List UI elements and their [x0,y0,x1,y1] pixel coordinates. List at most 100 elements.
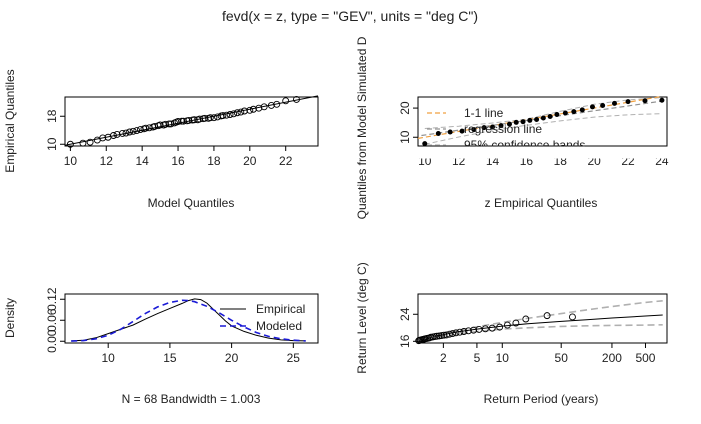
density-x-tick-label: 10 [102,351,116,365]
qq-y-label: Empirical Quantiles [3,69,17,172]
density-y-tick-label: 0.12 [45,287,59,311]
return-level-upper-ci-curve [417,300,663,342]
qq-point [219,112,227,120]
qq-point [233,109,241,117]
rl-y-tick-label: 24 [398,307,412,321]
return-level-y-label: Return Level (deg C) [355,262,369,373]
simqq-y-axis: 10 20 [398,101,418,144]
density-plot-frame [64,293,319,344]
return-level-marks [415,300,663,345]
qq-point [196,115,204,123]
qq-x-tick-label: 14 [135,154,149,168]
density-empirical-curve [71,298,306,342]
simqq-clip-mask [418,146,668,159]
simqq-point [642,98,648,104]
density-x-tick-label: 25 [287,351,301,365]
return-level-point [488,324,496,332]
qq-point [240,107,248,115]
rl-x-tick-label: 200 [602,351,622,365]
qq-y-tick-label: 10 [45,137,59,151]
legend-modeled-label: Modeled [256,319,302,333]
return-level-point [481,325,489,333]
qq-point [185,116,193,124]
qq-point [226,111,234,118]
rl-x-tick-label: 5 [474,351,481,365]
return-level-lower-ci-curve [417,324,663,345]
panel-density-plot: 10 15 20 25 0.000.060.12 Empirical Modeled … [3,287,319,406]
density-modeled-curve [71,299,306,342]
density-x-tick-label: 15 [163,351,177,365]
qq-y-tick-label: 18 [45,109,59,123]
rl-x-tick-label: 500 [635,351,655,365]
simqq-legend: 1-1 line regression line 95% confidence … [427,106,585,152]
qq-point [210,114,218,122]
qq-point [174,118,182,125]
qq-point [260,103,268,111]
qq-x-tick-label: 18 [207,154,221,168]
qq-x-axis: 10 12 14 16 18 20 22 [64,146,293,168]
simqq-plot-frame [417,96,668,147]
simqq-point [540,115,546,121]
qq-point [267,101,275,109]
density-legend: Empirical Modeled [220,302,305,333]
qq-point [162,120,169,128]
qq-point [282,97,290,105]
qq-marks [64,95,319,148]
simqq-point [520,119,526,125]
qq-point [179,117,187,125]
simqq-point [625,99,631,105]
simqq-point [611,100,617,106]
qq-x-tick-label: 10 [64,154,78,168]
simqq-x-label: z Empirical Quantiles [485,196,598,210]
simqq-one-to-one-line [417,96,661,139]
return-level-point [503,321,511,329]
density-y-tick-label: 0.00 [45,329,59,353]
qq-x-tick-label: 16 [171,154,185,168]
simqq-point [490,124,496,130]
simqq-point [527,117,533,123]
qq-point [156,121,164,129]
simqq-point [513,119,519,125]
return-level-point [452,329,460,337]
qq-x-tick-label: 20 [243,154,257,168]
simqq-point [447,129,453,135]
simqq-lower-band [424,113,662,145]
qq-point [113,130,121,138]
qq-point [126,128,134,136]
qq-point [230,110,238,118]
simqq-point [534,116,540,122]
qq-x-label: Model Quantiles [148,196,235,210]
legend-empirical-label: Empirical [256,302,305,316]
qq-plot-frame [64,96,319,147]
return-level-point [465,327,472,335]
density-y-tick-label: 0.06 [45,308,59,332]
legend-regression-label: regression line [464,122,542,136]
simqq-y-label: Quantiles from Model Simulated D [355,36,369,219]
return-level-estimate-curve [417,314,663,343]
return-level-x-axis: 2 5 10 50 200 500 [440,343,656,365]
qq-point [142,124,150,132]
simqq-point [600,102,606,108]
density-y-label: Density [3,298,17,338]
return-level-point [543,312,551,320]
simqq-point [435,130,441,136]
qq-point [273,100,281,108]
simqq-point [481,125,487,131]
simqq-point [579,107,585,113]
return-level-point [449,330,457,337]
return-level-point [569,313,576,321]
return-level-point [512,319,520,327]
qq-x-tick-label: 22 [279,154,293,168]
simqq-point [659,97,665,103]
figure-title: fevd(x = z, type = "GEV", units = "deg C… [222,8,478,24]
qq-point [133,127,141,135]
simqq-point [589,104,595,110]
return-level-x-label: Return Period (years) [484,392,599,406]
qq-point [201,114,209,122]
return-level-point [456,328,464,336]
rl-x-tick-label: 10 [496,351,510,365]
